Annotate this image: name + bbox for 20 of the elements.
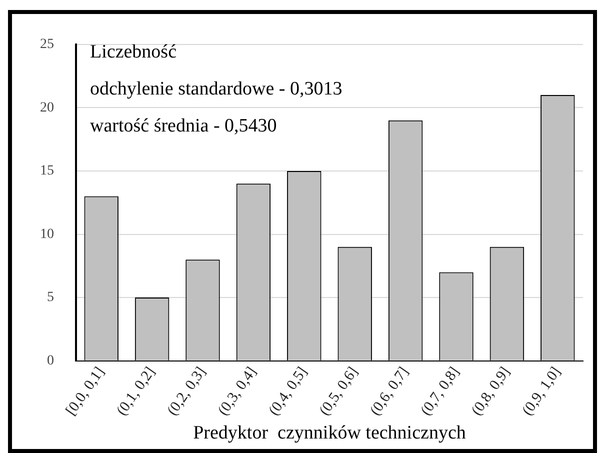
annotation: wartość średnia - 0,5430 [90,115,277,136]
annotation: odchylenie standardowe - 0,3013 [90,78,342,100]
y-tick-label: 5 [47,290,54,306]
x-tick-label: [0,0, 0,1] [63,364,108,419]
x-tick-label: (0,5, 0,6] [316,364,362,419]
x-tick-label: (0,3, 0,4] [215,364,260,419]
annotation: Liczebność [90,41,177,62]
x-tick-label: (0,6, 0,7] [367,364,412,419]
x-tick-label: (0,9, 1,0] [520,364,564,419]
x-tick-label: (0,8, 0,9] [468,364,514,419]
x-tick-label: (0,1, 0,2] [114,364,159,419]
y-tick-label: 25 [40,37,54,52]
y-tick-label: 20 [40,100,54,116]
x-tick-label: (0,7, 0,8] [418,364,463,419]
x-tick-label: (0,4, 0,5] [266,364,311,419]
x-axis-title: Predyktor czynników technicznych [193,422,466,444]
y-tick-label: 15 [40,164,54,179]
y-tick-label: 10 [40,226,54,242]
x-tick-label: (0,2, 0,3] [164,364,210,419]
y-tick-label: 0 [47,354,54,368]
